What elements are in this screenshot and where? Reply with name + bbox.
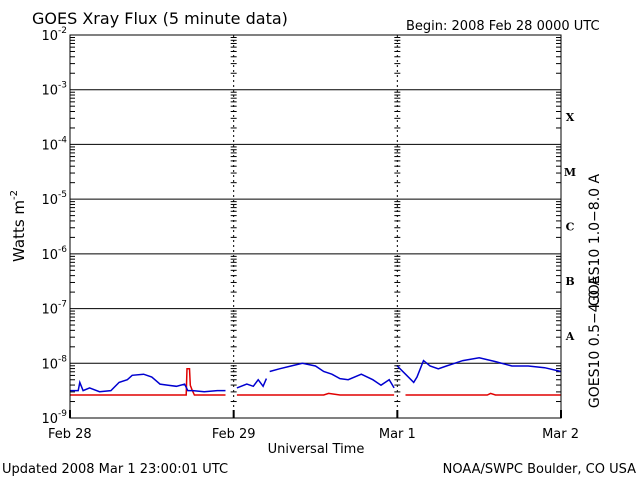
series-short-channel [70, 357, 562, 393]
flare-class-b: B [565, 275, 574, 288]
data-series [70, 357, 562, 396]
y-tick-label: 10-5 [41, 190, 67, 208]
flare-class-a: A [565, 330, 575, 343]
y-tick-label: 10-7 [41, 300, 67, 318]
legend-series-2: GOES10 0.5−4.0 A [587, 276, 603, 409]
legend-label-goes10-short: GOES10 0.5−4.0 A [587, 276, 603, 409]
series-line-segment [405, 392, 561, 396]
series-long-channel [70, 368, 561, 396]
x-tick-label: Mar 2 [542, 427, 579, 442]
flare-class-x: X [566, 111, 575, 124]
series-line-segment [269, 362, 395, 389]
series-line-segment [396, 357, 562, 384]
series-line-segment [236, 392, 395, 396]
flare-class-labels: X M C B A [564, 111, 576, 343]
series-line-segment [70, 368, 226, 396]
series-line-segment [70, 373, 226, 393]
x-axis-tick-labels: Feb 28 Feb 29 Mar 1 Mar 2 [48, 410, 579, 442]
legend-series-1: GOES10 1.0−8.0 A [587, 174, 603, 307]
y-axis-label-base: Watts m [10, 200, 28, 262]
x-tick-label: Feb 28 [48, 427, 92, 442]
flare-class-c: C [566, 221, 575, 234]
begin-label: Begin: 2008 Feb 28 0000 UTC [406, 19, 600, 34]
updated-timestamp: Updated 2008 Mar 1 23:00:01 UTC [2, 462, 228, 477]
gridlines [70, 35, 561, 418]
y-tick-label: 10-4 [41, 135, 67, 153]
svg-text:Watts m-2: Watts m-2 [9, 190, 28, 262]
y-tick-label: 10-9 [41, 409, 67, 427]
legend-label-goes10-long: GOES10 1.0−8.0 A [587, 174, 603, 307]
y-tick-label: 10-8 [41, 354, 67, 372]
y-axis-label: Watts m-2 [9, 190, 28, 262]
y-axis-label-exponent: -2 [9, 190, 20, 200]
credit-label: NOAA/SWPC Boulder, CO USA [443, 462, 636, 477]
minor-ticks [70, 37, 561, 403]
x-tick-label: Mar 1 [379, 427, 416, 442]
series-line-segment [236, 378, 268, 389]
y-tick-label: 10-6 [41, 245, 67, 263]
x-axis-label: Universal Time [268, 442, 365, 457]
x-tick-label: Feb 29 [212, 427, 256, 442]
y-tick-label: 10-2 [41, 26, 67, 44]
plot-frame [69, 34, 562, 419]
y-axis-tick-labels: 10-2 10-3 10-4 10-5 10-6 10-7 10-8 10-9 [41, 26, 67, 427]
chart-title: GOES Xray Flux (5 minute data) [32, 9, 288, 28]
y-tick-label: 10-3 [41, 81, 67, 99]
flare-class-m: M [564, 166, 576, 179]
